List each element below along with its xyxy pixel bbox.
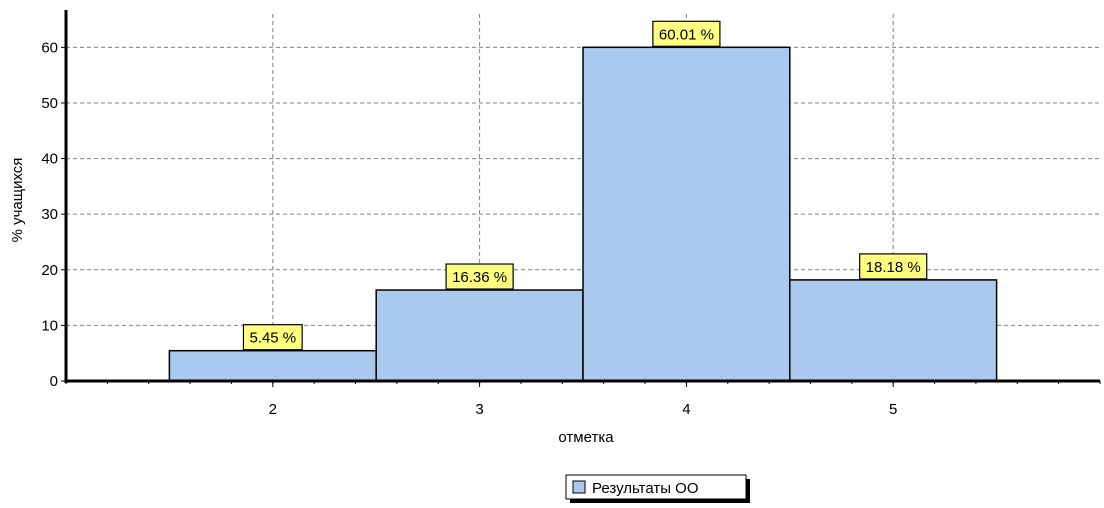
- bar: [582, 46, 791, 382]
- y-tick-label: 30: [41, 206, 58, 223]
- y-tick-label: 50: [41, 95, 58, 112]
- data-label-box: [652, 20, 721, 47]
- x-tick-label: 4: [682, 401, 690, 418]
- data-label-box: [242, 324, 303, 351]
- legend-box: [565, 474, 747, 500]
- y-tick-label: 40: [41, 151, 58, 168]
- data-label-box: [859, 253, 928, 280]
- y-tick-label: 20: [41, 262, 58, 279]
- y-axis-title: % учащихся: [9, 158, 26, 243]
- data-label: 5.45 %: [242, 324, 303, 351]
- data-label-text: 16.36 %: [452, 269, 507, 286]
- data-label-text: 18.18 %: [866, 259, 921, 276]
- data-label-text: 60.01 %: [659, 26, 714, 43]
- y-tick-label: 60: [41, 39, 58, 56]
- data-label-text: 5.45 %: [249, 330, 296, 347]
- x-axis-title: отметка: [558, 429, 614, 446]
- data-label: 18.18 %: [859, 253, 928, 280]
- y-tick-label: 0: [50, 373, 58, 390]
- data-labels: 5.45 % 16.36 % 60.01 % 18.18 %: [242, 20, 928, 351]
- y-tick-label: 10: [41, 317, 58, 334]
- data-label: 60.01 %: [652, 20, 721, 47]
- legend-swatch: [572, 480, 586, 494]
- axes: [61, 10, 1101, 387]
- bar: [789, 279, 998, 382]
- data-label-box: [445, 263, 514, 290]
- x-tick-label: 5: [889, 401, 897, 418]
- bar: [375, 289, 584, 382]
- legend: Результаты ОО: [565, 474, 750, 503]
- legend-label: Результаты ОО: [592, 480, 699, 497]
- y-tick-labels: 0 10 20 30 40 50 60: [41, 39, 58, 390]
- x-tick-labels: 2 3 4 5: [269, 401, 898, 418]
- x-tick-label: 3: [475, 401, 483, 418]
- bar: [168, 349, 377, 382]
- bars: [168, 46, 998, 382]
- x-tick-label: 2: [269, 401, 277, 418]
- data-label: 16.36 %: [445, 263, 514, 290]
